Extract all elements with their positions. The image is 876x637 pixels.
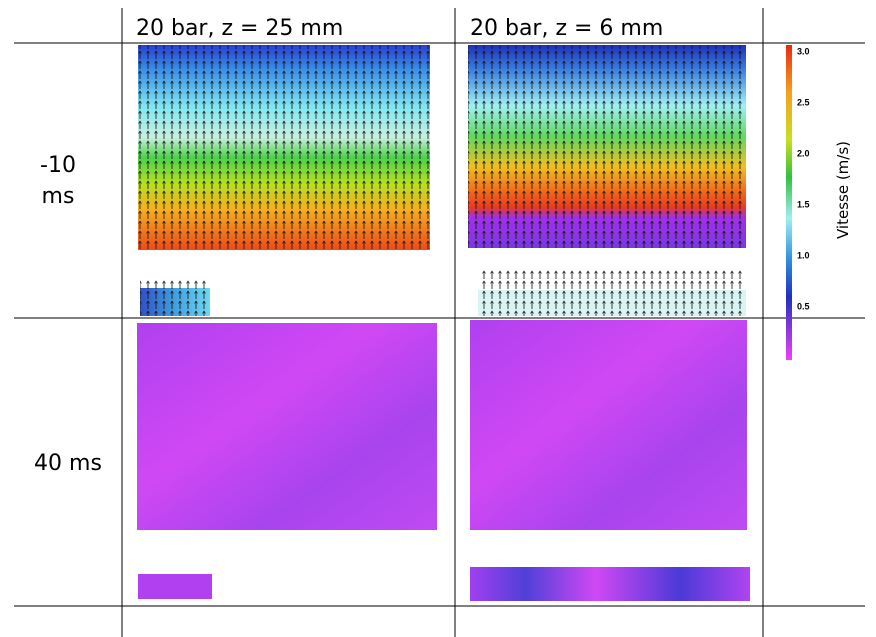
row-label: -10: [40, 153, 76, 178]
colorbar: [786, 45, 792, 360]
colorbar-label: Vitesse (m/s): [834, 141, 852, 239]
colorbar-tick-label: 1.5: [797, 199, 810, 209]
row-label: ms: [42, 184, 75, 209]
velocity-field-image: [470, 320, 750, 601]
velocity-field-image: [137, 323, 437, 599]
column-header: 20 bar, z = 6 mm: [470, 16, 663, 41]
velocity-field-image: [138, 45, 430, 316]
colorbar-ticks: 3.0 2.5 2.0 1.5 1.0 0.5: [797, 46, 810, 311]
colorbar-tick-label: 2.5: [797, 97, 810, 107]
colorbar-tick-label: 1.0: [797, 250, 810, 260]
colorbar-tick-label: 0.5: [797, 301, 810, 311]
row-label: 40 ms: [34, 451, 102, 476]
table-grid: [14, 8, 865, 637]
velocity-field-image: [468, 45, 746, 316]
column-header: 20 bar, z = 25 mm: [136, 16, 343, 41]
colorbar-tick-label: 3.0: [797, 46, 810, 56]
colorbar-tick-label: 2.0: [797, 148, 810, 158]
